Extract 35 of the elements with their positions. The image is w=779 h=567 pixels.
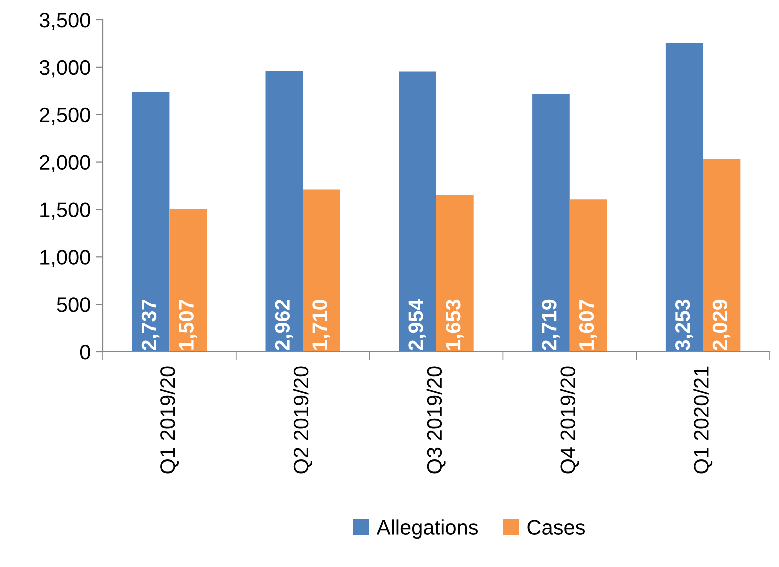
- bar: [303, 190, 340, 352]
- data-label: 2,962: [275, 300, 294, 351]
- bar: [666, 43, 704, 352]
- bar: [170, 209, 208, 352]
- x-tick-label: Q2 2019/20: [293, 366, 312, 474]
- y-tick-label: 500: [57, 298, 90, 312]
- y-tick-label: 3,500: [40, 13, 90, 30]
- bar: [703, 160, 741, 352]
- y-tick-label: 2,000: [40, 155, 90, 172]
- data-label: 2,954: [408, 299, 426, 351]
- data-label: 2,029: [712, 300, 731, 351]
- y-tick-label: 3,000: [40, 60, 90, 78]
- data-label: 3,253: [675, 300, 694, 351]
- data-label: 2,719: [542, 300, 560, 351]
- x-tick-label: Q4 2019/20: [560, 366, 580, 474]
- bar: [399, 72, 436, 352]
- bar: [532, 94, 570, 352]
- y-tick-label: 2,500: [40, 108, 90, 126]
- y-tick-label: 0: [80, 345, 90, 360]
- data-label: 2,737: [142, 300, 160, 351]
- x-tick-label: Q1 2019/20: [160, 366, 180, 474]
- data-label: 1,653: [446, 300, 464, 350]
- data-label: 1,607: [579, 300, 598, 350]
- bar: [570, 200, 608, 352]
- data-label: 1,507: [179, 300, 197, 350]
- y-tick-label: 1,000: [40, 250, 90, 268]
- data-label: 1,710: [312, 300, 330, 350]
- bar: [132, 92, 170, 352]
- x-tick-label: Q3 2019/20: [426, 366, 446, 474]
- x-tick-label: Q1 2020/21: [694, 366, 713, 474]
- legend-label: Allegations: [376, 520, 478, 540]
- legend-label: Cases: [528, 520, 585, 535]
- y-tick-label: 1,500: [40, 202, 90, 220]
- bar: [266, 71, 304, 352]
- bar: [436, 195, 474, 352]
